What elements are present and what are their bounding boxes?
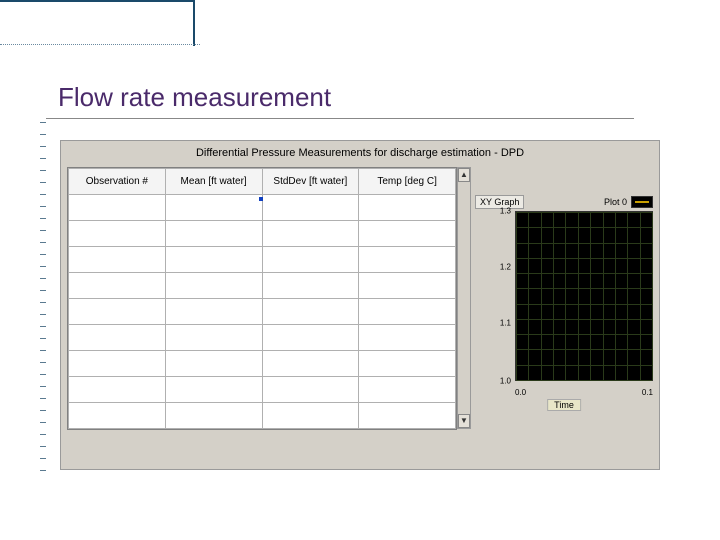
y-ticks: 1.3 1.2 1.1 1.0 [491,211,513,381]
ytick: 1.0 [500,377,511,386]
legend-swatch-icon [631,196,653,208]
table-row[interactable] [69,299,456,325]
ytick: 1.2 [500,263,511,272]
col-mean: Mean [ft water] [165,169,262,195]
col-temp: Temp [deg C] [359,169,456,195]
legend-text: Plot 0 [604,197,627,207]
plot-frame: Pressure Transducer Reading 1.3 1.2 1.1 … [475,211,653,397]
slide-title: Flow rate measurement [58,82,331,113]
slide-dotted-rule [0,44,200,45]
col-observation: Observation # [69,169,166,195]
table-row[interactable] [69,377,456,403]
xtick: 0.0 [515,388,526,397]
table-header-row: Observation # Mean [ft water] StdDev [ft… [69,169,456,195]
table-row[interactable] [69,273,456,299]
header-marker-icon [259,197,263,201]
plot-area[interactable] [515,211,653,381]
panel-title: Differential Pressure Measurements for d… [61,147,659,159]
slide-corner-rule [0,0,195,28]
table-row[interactable] [69,325,456,351]
slide-left-ticks [40,122,46,502]
table-body [69,195,456,429]
graph-legend[interactable]: Plot 0 [604,196,653,208]
ytick: 1.1 [500,319,511,328]
labview-panel: Differential Pressure Measurements for d… [60,140,660,470]
table-row[interactable] [69,221,456,247]
x-ticks: 0.0 0.1 [515,383,653,397]
scroll-down-icon[interactable]: ▼ [458,414,470,428]
xy-graph: XY Graph Plot 0 Pressure Transducer Read… [475,195,653,435]
table-row[interactable] [69,403,456,429]
table-row[interactable] [69,247,456,273]
table-scrollbar[interactable]: ▲ ▼ [457,167,471,429]
xtick: 0.1 [642,388,653,397]
title-underline [46,118,634,119]
ytick: 1.3 [500,207,511,216]
x-axis-label: Time [547,399,581,411]
col-stddev: StdDev [ft water] [262,169,359,195]
table-row[interactable] [69,351,456,377]
scroll-up-icon[interactable]: ▲ [458,168,470,182]
measurements-table[interactable]: Observation # Mean [ft water] StdDev [ft… [67,167,457,430]
